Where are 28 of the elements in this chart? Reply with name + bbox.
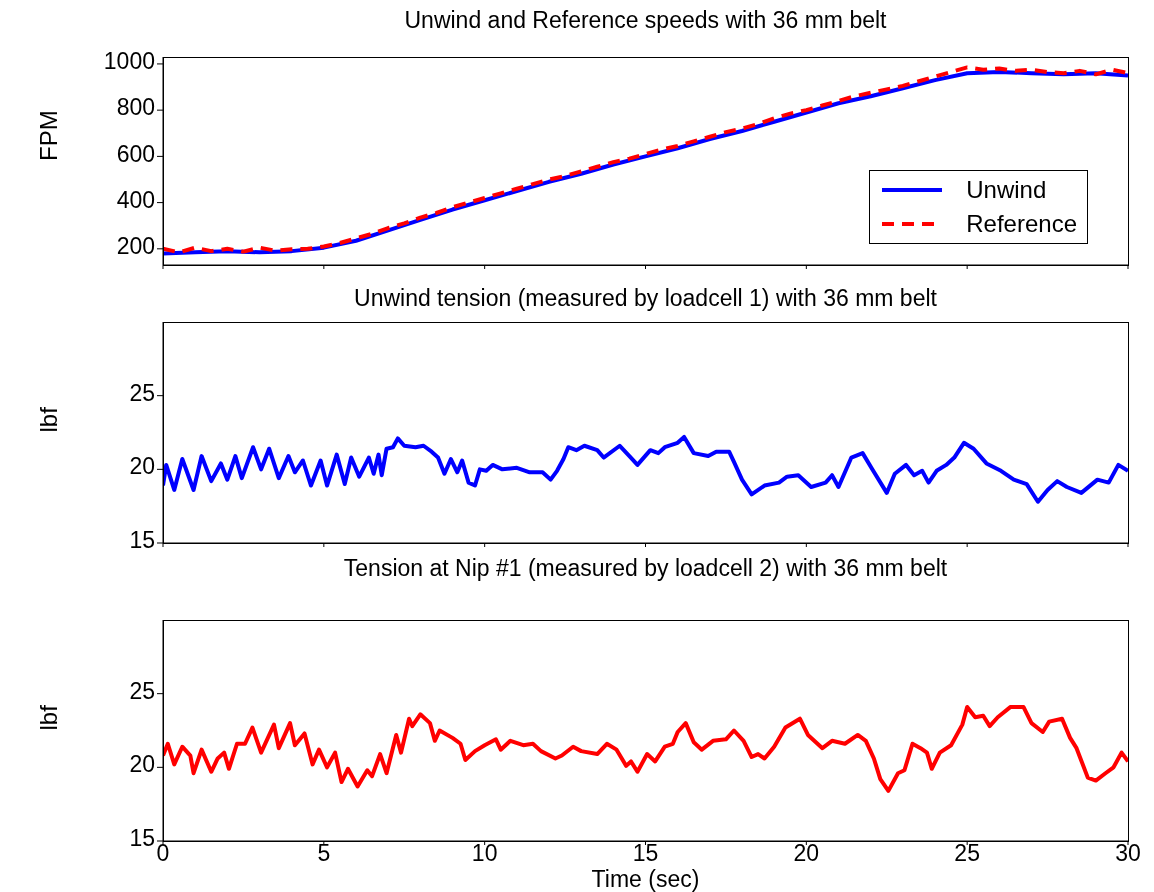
x-tick-label: 15 (632, 840, 659, 867)
chart-title: Unwind and Reference speeds with 36 mm belt (403, 6, 888, 34)
line-series (163, 434, 1128, 504)
x-tick-label: 5 (317, 840, 331, 867)
y-axis-title: FPM (34, 110, 62, 161)
x-tick-label: 10 (471, 840, 498, 867)
y-tick-label: 25 (129, 677, 155, 704)
y-tick-label: 25 (129, 379, 155, 406)
y-tick-label: 15 (129, 527, 155, 554)
chart-title: Unwind tension (measured by loadcell 1) with 36 mm belt (353, 284, 938, 312)
y-tick-label: 200 (116, 232, 155, 259)
y-tick-label: 600 (116, 140, 155, 167)
y-tick-label: 20 (129, 751, 155, 778)
y-tick-label: 800 (116, 94, 155, 121)
x-tick-label: 20 (793, 840, 820, 867)
y-axis-title: lbf (34, 406, 62, 433)
y-tick-label: 400 (116, 186, 155, 213)
x-axis-title: Time (sec) (590, 866, 701, 892)
y-tick-label: 20 (129, 453, 155, 480)
legend-label: Unwind (966, 175, 1047, 205)
x-tick-label: 0 (156, 840, 170, 867)
chart-title: Tension at Nip #1 (measured by loadcell 2) with 36 mm belt (342, 554, 949, 582)
x-tick-label: 25 (954, 840, 980, 867)
legend-label: Reference (966, 209, 1077, 239)
line-series (163, 704, 1128, 793)
y-axis-title: lbf (34, 704, 62, 731)
x-tick-label: 30 (1115, 840, 1141, 867)
y-tick-label: 1000 (103, 48, 155, 75)
